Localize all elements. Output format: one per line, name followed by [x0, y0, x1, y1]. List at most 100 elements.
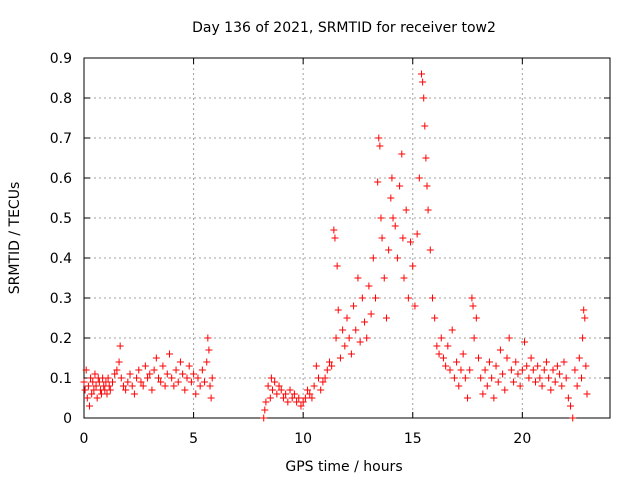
data-point [343, 314, 351, 322]
data-point [437, 334, 445, 342]
data-point [374, 178, 382, 186]
data-point [446, 366, 454, 374]
data-point [341, 342, 349, 350]
data-point [319, 378, 327, 386]
data-point [481, 366, 489, 374]
data-point [435, 350, 443, 358]
data-point [538, 382, 546, 390]
data-point [198, 366, 206, 374]
data-point [377, 214, 385, 222]
data-point [583, 390, 591, 398]
data-point [204, 334, 212, 342]
data-point [155, 374, 163, 382]
data-point [571, 366, 579, 374]
data-point [331, 234, 339, 242]
data-point [453, 358, 461, 366]
data-point [315, 374, 323, 382]
data-point [501, 386, 509, 394]
x-tick-label: 0 [80, 431, 89, 447]
data-point [426, 246, 434, 254]
data-point [159, 362, 167, 370]
data-point [90, 386, 98, 394]
data-point [117, 374, 125, 382]
x-tick-label: 10 [294, 431, 312, 447]
data-point [91, 370, 99, 378]
data-point [148, 386, 156, 394]
data-point [328, 362, 336, 370]
ticks-layer: 0 0.1 0.2 0.3 0.4 0.5 0.6 0.7 0.8 0.9 0 5 10 15 20 [50, 51, 610, 447]
data-point [371, 294, 379, 302]
data-point [266, 394, 274, 402]
data-point [567, 402, 575, 410]
data-point [111, 370, 119, 378]
y-tick-label: 0.9 [50, 51, 72, 67]
data-point [152, 354, 160, 362]
data-point [293, 398, 301, 406]
data-point [345, 334, 353, 342]
data-point [573, 382, 581, 390]
data-point [503, 354, 511, 362]
data-point [336, 354, 344, 362]
y-tick-label: 0.6 [50, 171, 72, 187]
data-point [297, 402, 305, 410]
data-point [415, 174, 423, 182]
data-point [378, 234, 386, 242]
data-point [299, 398, 307, 406]
data-point [170, 382, 178, 390]
data-point [89, 378, 97, 386]
data-point [330, 226, 338, 234]
data-point [413, 230, 421, 238]
data-point [483, 382, 491, 390]
data-point [389, 214, 397, 222]
data-point [271, 378, 279, 386]
data-point [488, 374, 496, 382]
data-point [139, 382, 147, 390]
data-point [404, 294, 412, 302]
data-point [190, 370, 198, 378]
data-point [448, 326, 456, 334]
data-point [534, 362, 542, 370]
data-point [206, 382, 214, 390]
data-point [176, 358, 184, 366]
data-point [581, 314, 589, 322]
data-point [203, 358, 211, 366]
data-point [564, 394, 572, 402]
data-point [95, 378, 103, 386]
data-point [85, 402, 93, 410]
data-point [494, 378, 502, 386]
data-point [286, 386, 294, 394]
data-point [582, 362, 590, 370]
data-point [477, 374, 485, 382]
data-point [387, 194, 395, 202]
grid-layer [84, 58, 610, 418]
data-point [321, 374, 329, 382]
data-point [310, 382, 318, 390]
data-point [466, 366, 474, 374]
data-point [402, 206, 410, 214]
data-point [334, 306, 342, 314]
data-point [363, 334, 371, 342]
data-point [409, 262, 417, 270]
data-point [277, 386, 285, 394]
data-point [194, 374, 202, 382]
data-point [106, 386, 114, 394]
data-point [187, 378, 195, 386]
data-point [459, 350, 467, 358]
data-point [396, 182, 404, 190]
data-point [323, 366, 331, 374]
data-point [461, 374, 469, 382]
data-point [301, 394, 309, 402]
data-point [391, 222, 399, 230]
data-point [192, 390, 200, 398]
data-point [84, 382, 92, 390]
y-tick-label: 0.5 [50, 211, 72, 227]
data-point [411, 302, 419, 310]
data-point [83, 394, 91, 402]
points-layer [80, 70, 591, 422]
y-tick-label: 0 [63, 411, 72, 427]
data-point [262, 398, 270, 406]
data-point [551, 378, 559, 386]
data-point [119, 382, 127, 390]
data-point [444, 342, 452, 350]
